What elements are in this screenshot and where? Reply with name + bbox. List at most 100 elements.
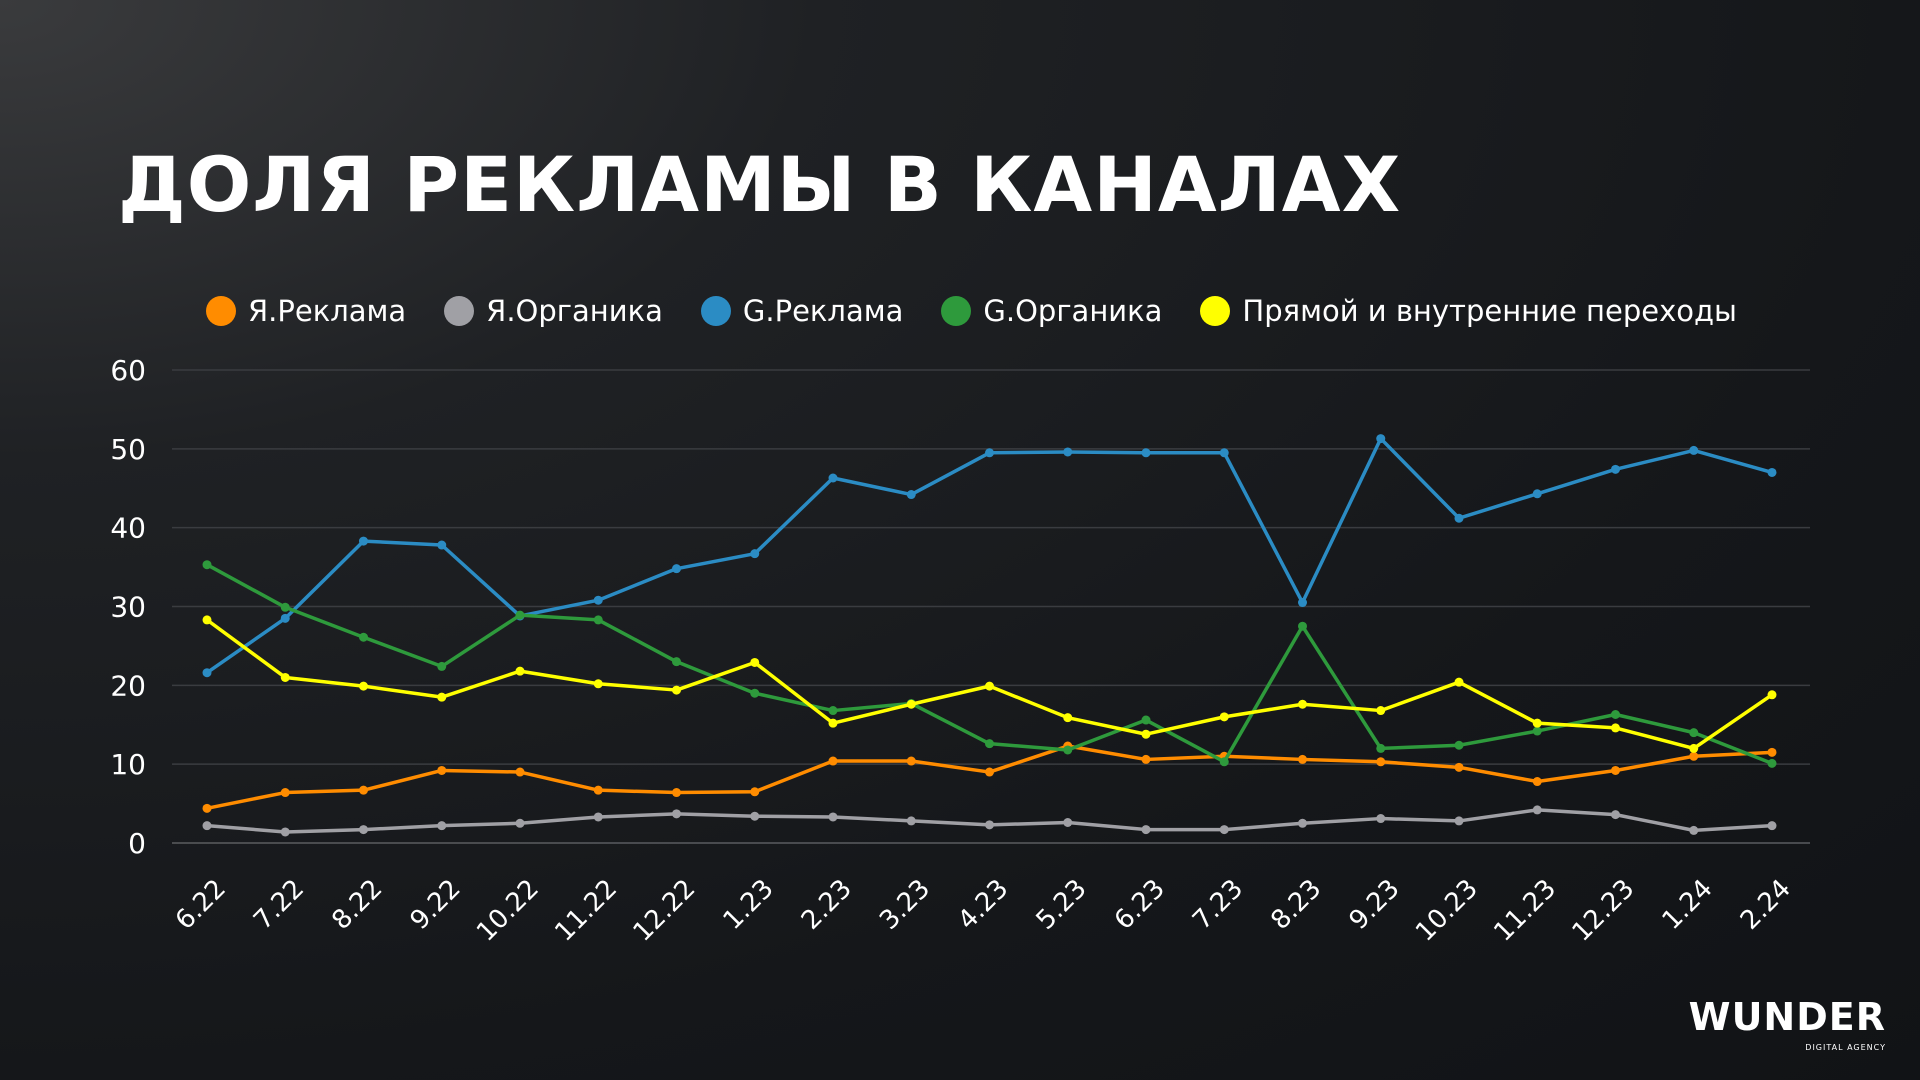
x-tick-label: 12.22 bbox=[628, 874, 702, 948]
legend-dot-icon bbox=[444, 296, 475, 326]
data-point bbox=[1767, 467, 1777, 477]
data-point bbox=[359, 536, 368, 546]
y-tick-label: 10 bbox=[110, 748, 146, 781]
legend-dot-icon bbox=[1200, 296, 1231, 326]
data-point bbox=[1376, 743, 1386, 753]
x-tick-label: 6.22 bbox=[170, 874, 232, 936]
page-title: ДОЛЯ РЕКЛАМЫ В КАНАЛАХ bbox=[118, 140, 1402, 229]
data-point bbox=[1376, 706, 1386, 716]
data-point bbox=[672, 788, 681, 798]
legend-label: Я.Органика bbox=[486, 294, 663, 328]
data-point bbox=[828, 473, 838, 483]
legend-item: Прямой и внутренние переходы bbox=[1200, 294, 1737, 328]
data-point bbox=[515, 767, 525, 777]
data-point bbox=[828, 812, 838, 822]
data-point bbox=[1689, 445, 1699, 455]
data-point bbox=[1454, 816, 1464, 826]
data-point bbox=[906, 816, 916, 826]
data-point bbox=[280, 602, 290, 612]
data-point bbox=[359, 785, 368, 795]
data-point bbox=[1141, 448, 1151, 458]
data-point bbox=[280, 613, 290, 623]
data-point bbox=[1611, 810, 1620, 820]
data-point bbox=[1767, 758, 1777, 768]
data-point bbox=[672, 809, 681, 819]
data-point bbox=[1376, 757, 1386, 767]
x-tick-label: 5.23 bbox=[1031, 874, 1093, 936]
data-point bbox=[672, 564, 681, 574]
data-point bbox=[515, 610, 525, 620]
legend-item: Я.Реклама bbox=[206, 294, 406, 328]
data-point bbox=[1219, 712, 1229, 722]
x-tick-label: 6.23 bbox=[1109, 874, 1171, 936]
data-point bbox=[1532, 726, 1542, 736]
data-point bbox=[1298, 699, 1307, 709]
data-point bbox=[1063, 818, 1073, 828]
wunder-logo: WUNDER DIGITAL AGENCY bbox=[1689, 994, 1886, 1054]
x-tick-label: 12.23 bbox=[1567, 874, 1641, 948]
data-point bbox=[437, 540, 447, 550]
x-tick-label: 1.24 bbox=[1657, 874, 1719, 936]
data-point bbox=[1611, 710, 1620, 720]
data-point bbox=[437, 821, 447, 831]
data-point bbox=[1767, 821, 1777, 831]
data-point bbox=[359, 632, 368, 642]
x-tick-label: 1.23 bbox=[718, 874, 780, 936]
data-point bbox=[828, 756, 838, 766]
data-point bbox=[593, 812, 603, 822]
data-point bbox=[1454, 677, 1464, 687]
data-point bbox=[437, 765, 447, 775]
x-tick-label: 8.23 bbox=[1265, 874, 1327, 936]
x-tick-label: 9.23 bbox=[1344, 874, 1406, 936]
x-tick-label: 8.22 bbox=[326, 874, 388, 936]
data-point bbox=[280, 788, 290, 798]
data-point bbox=[985, 739, 994, 749]
y-tick-label: 60 bbox=[110, 354, 146, 387]
data-point bbox=[1454, 762, 1464, 772]
data-point bbox=[1454, 740, 1464, 750]
data-point bbox=[202, 560, 212, 570]
data-point bbox=[1689, 825, 1699, 835]
data-point bbox=[1611, 723, 1620, 733]
data-point bbox=[1141, 754, 1151, 764]
series-line-2 bbox=[206, 436, 1773, 675]
legend-dot-icon bbox=[700, 296, 731, 326]
data-point bbox=[828, 706, 838, 716]
data-point bbox=[750, 787, 760, 797]
data-point bbox=[985, 448, 994, 458]
chart-legend: Я.Реклама Я.Органика G.Реклама G.Органика Пр… bbox=[206, 294, 1775, 328]
x-tick-label: 2.24 bbox=[1735, 874, 1797, 936]
data-point bbox=[985, 820, 994, 830]
x-tick-label: 11.22 bbox=[549, 874, 623, 948]
data-point bbox=[593, 615, 603, 625]
data-point bbox=[1532, 489, 1542, 499]
y-tick-label: 40 bbox=[110, 512, 146, 545]
data-point bbox=[672, 685, 681, 695]
data-point bbox=[1532, 718, 1542, 728]
data-point bbox=[1532, 805, 1542, 815]
data-point bbox=[985, 681, 994, 691]
legend-label: G.Реклама bbox=[742, 294, 904, 328]
x-tick-label: 2.23 bbox=[796, 874, 858, 936]
y-tick-label: 30 bbox=[110, 591, 146, 624]
data-point bbox=[1767, 690, 1777, 700]
x-tick-label: 7.22 bbox=[248, 874, 310, 936]
legend-dot-icon bbox=[206, 296, 236, 326]
data-point bbox=[1298, 621, 1307, 631]
data-point bbox=[906, 756, 916, 766]
data-point bbox=[1532, 777, 1542, 787]
data-point bbox=[750, 811, 760, 821]
data-point bbox=[1689, 728, 1699, 738]
data-point bbox=[1689, 751, 1699, 761]
x-tick-label: 10.23 bbox=[1410, 874, 1484, 948]
data-point bbox=[750, 657, 760, 667]
y-tick-label: 50 bbox=[110, 433, 146, 466]
data-point bbox=[828, 718, 838, 728]
data-point bbox=[1063, 745, 1073, 755]
data-point bbox=[437, 661, 447, 671]
data-point bbox=[515, 666, 525, 676]
legend-item: Я.Органика bbox=[444, 294, 663, 328]
data-point bbox=[1298, 754, 1307, 764]
data-point bbox=[1767, 747, 1777, 757]
